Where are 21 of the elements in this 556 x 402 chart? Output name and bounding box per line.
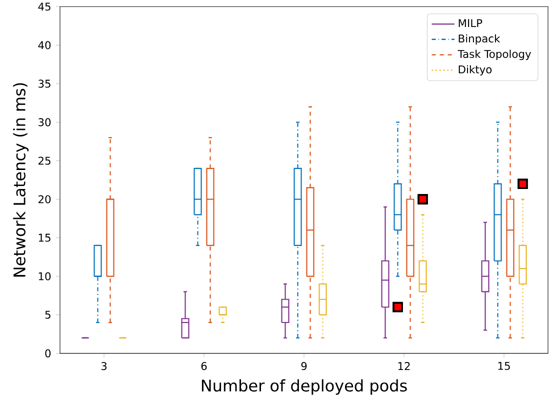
y-tick-label: 15 [38, 234, 50, 242]
y-tick-label: 20 [38, 195, 51, 204]
x-tick-label: 9 [301, 362, 307, 370]
x-tick-label: 15 [498, 362, 510, 370]
y-tick-label: 5 [45, 310, 50, 319]
y-tick-label: 25 [38, 156, 50, 165]
y-tick-label: 40 [38, 41, 51, 50]
y-axis-title: Network Latency (in ms) [13, 83, 29, 277]
legend-label: Diktyo [458, 65, 492, 76]
x-tick-label: 6 [201, 362, 207, 370]
x-tick-label: 3 [101, 362, 107, 370]
x-axis-title: Number of deployed pods [202, 379, 407, 395]
legend-label: MILP [458, 19, 482, 27]
legend-label: Task Topology [458, 50, 532, 60]
legend-label: Binpack [458, 34, 500, 45]
y-tick-label: 10 [38, 272, 51, 280]
y-tick-label: 30 [38, 118, 51, 126]
x-tick-label: 12 [398, 362, 410, 370]
y-tick-label: 35 [38, 80, 50, 88]
y-tick-label: 45 [38, 2, 50, 11]
y-tick-label: 0 [45, 349, 51, 358]
